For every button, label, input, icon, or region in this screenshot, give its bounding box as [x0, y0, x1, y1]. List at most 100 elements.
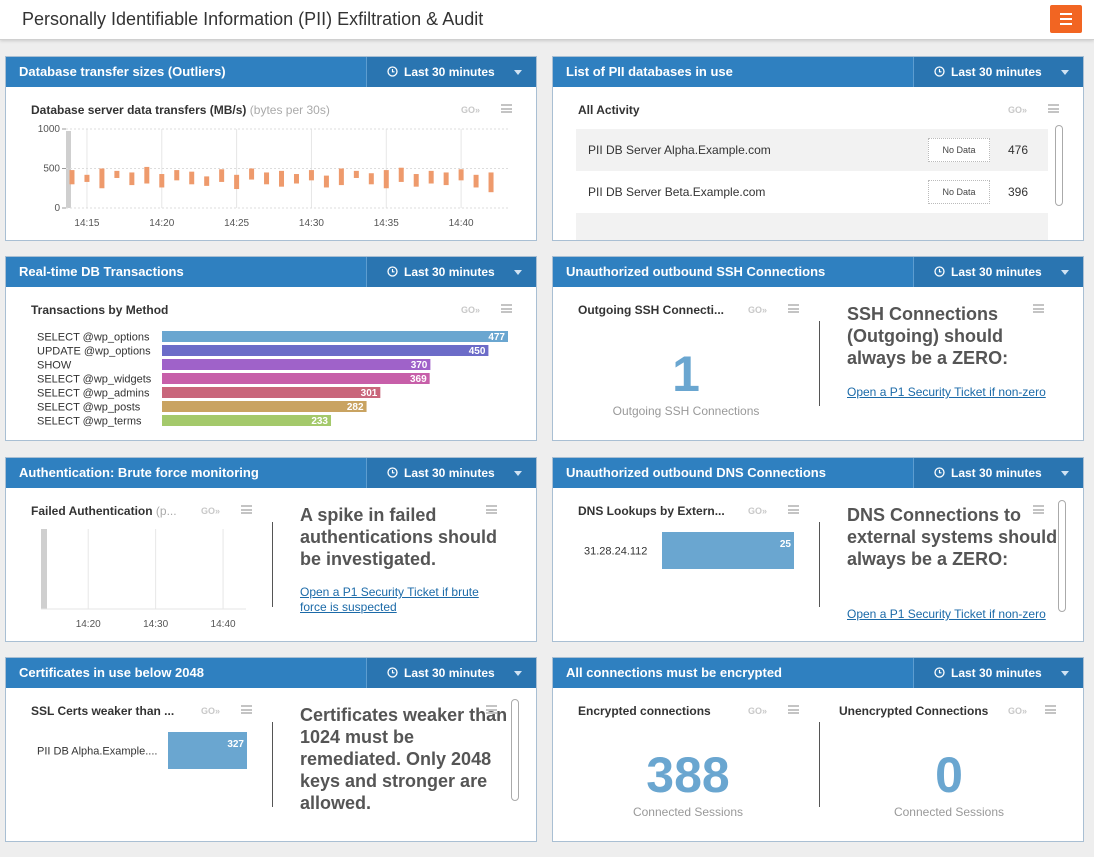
- time-picker[interactable]: Last 30 minutes: [366, 458, 536, 488]
- panel-header: Database transfer sizes (Outliers) Last …: [6, 57, 536, 87]
- list-row: [576, 213, 1048, 240]
- panel: Unauthorized outbound SSH Connections La…: [552, 256, 1084, 441]
- time-picker[interactable]: Last 30 minutes: [913, 658, 1083, 688]
- go-link[interactable]: GO»: [1008, 105, 1028, 115]
- bar: [168, 732, 247, 769]
- menu-icon[interactable]: [788, 505, 799, 514]
- x-tick-label: 14:15: [74, 218, 99, 229]
- note-text: A spike in failed authentications should…: [300, 505, 498, 569]
- panel-header: Unauthorized outbound SSH Connections La…: [553, 257, 1083, 287]
- value-label: 370: [411, 360, 428, 371]
- menu-button[interactable]: [1050, 5, 1082, 33]
- go-link[interactable]: GO»: [748, 305, 768, 315]
- bar: [162, 345, 489, 356]
- list-row[interactable]: PII DB Server Alpha.Example.com No Data …: [576, 129, 1048, 171]
- panel-header: List of PII databases in use Last 30 min…: [553, 57, 1083, 87]
- panel-title: Unauthorized outbound SSH Connections: [566, 264, 826, 279]
- menu-icon[interactable]: [241, 505, 252, 514]
- range-bar: [219, 169, 225, 182]
- menu-icon[interactable]: [1033, 304, 1044, 313]
- chart: 31.28.24.112 25: [584, 532, 794, 569]
- caret: [514, 70, 522, 75]
- menu-icon[interactable]: [486, 705, 497, 714]
- status-box: No Data: [928, 138, 990, 162]
- time-picker[interactable]: Last 30 minutes: [913, 458, 1083, 488]
- go-link[interactable]: GO»: [461, 305, 481, 315]
- menu-icon[interactable]: [501, 104, 512, 113]
- chart: 14:20 14:30 14:40: [41, 529, 246, 630]
- header: Personally Identifiable Information (PII…: [0, 0, 1094, 40]
- page-title: Personally Identifiable Information (PII…: [22, 9, 484, 29]
- time-picker[interactable]: Last 30 minutes: [366, 57, 536, 87]
- menu-icon[interactable]: [1045, 705, 1056, 714]
- range-bar: [308, 170, 314, 181]
- range-bar: [129, 172, 135, 186]
- list-row[interactable]: PII DB Server Beta.Example.com No Data 3…: [576, 171, 1048, 213]
- panel: List of PII databases in use Last 30 min…: [552, 56, 1084, 241]
- ticket-link[interactable]: Open a P1 Security Ticket if non-zero: [847, 607, 1046, 621]
- go-link[interactable]: GO»: [748, 706, 768, 716]
- ticket-link[interactable]: Open a P1 Security Ticket if non-zero: [847, 385, 1046, 399]
- note-text: SSH Connections (Outgoing) should always…: [847, 304, 1009, 368]
- range-bar: [204, 176, 210, 186]
- go-link[interactable]: GO»: [748, 506, 768, 516]
- clock-icon: [934, 66, 945, 77]
- stat-value: 1: [672, 346, 700, 402]
- x-tick-label: 14:40: [211, 619, 236, 630]
- caret: [514, 671, 522, 676]
- range-bar: [338, 168, 344, 186]
- range-bar: [488, 172, 494, 193]
- menu-icon[interactable]: [241, 705, 252, 714]
- go-link[interactable]: GO»: [1008, 706, 1028, 716]
- category-label: SELECT @wp_options: [37, 332, 150, 344]
- scrollbar[interactable]: [511, 699, 519, 801]
- range-bar: [368, 173, 374, 185]
- menu-icon[interactable]: [501, 304, 512, 313]
- go-link[interactable]: GO»: [461, 105, 481, 115]
- time-range: Last 30 minutes: [404, 265, 495, 279]
- chart: PII DB Alpha.Example.... 327: [37, 732, 247, 769]
- value-label: 327: [227, 739, 244, 750]
- time-picker[interactable]: Last 30 minutes: [366, 658, 536, 688]
- category-label: PII DB Alpha.Example....: [37, 746, 157, 758]
- range-bar: [323, 175, 329, 188]
- category-label: SELECT @wp_admins: [37, 388, 150, 400]
- time-range: Last 30 minutes: [951, 666, 1042, 680]
- go-link[interactable]: GO»: [201, 506, 221, 516]
- stat-title: Outgoing SSH Connecti...: [578, 303, 724, 317]
- range-bar: [383, 170, 389, 189]
- range-bar: [413, 174, 419, 187]
- range-bar: [99, 168, 105, 189]
- stat-value: 0: [935, 747, 963, 803]
- menu-icon[interactable]: [486, 505, 497, 514]
- panel: Unauthorized outbound DNS Connections La…: [552, 457, 1084, 642]
- range-bar: [114, 170, 120, 178]
- ticket-link[interactable]: Open a P1 Security Ticket if brute force…: [300, 585, 479, 614]
- scrollbar[interactable]: [1055, 125, 1063, 206]
- menu-icon[interactable]: [1048, 104, 1059, 113]
- time-picker[interactable]: Last 30 minutes: [913, 257, 1083, 287]
- x-tick-label: 14:30: [143, 619, 168, 630]
- time-picker[interactable]: Last 30 minutes: [913, 57, 1083, 87]
- menu-icon[interactable]: [788, 304, 799, 313]
- go-link[interactable]: GO»: [201, 706, 221, 716]
- panel-header: All connections must be encrypted Last 3…: [553, 658, 1083, 688]
- panel-title: Certificates in use below 2048: [19, 665, 204, 680]
- time-picker[interactable]: Last 30 minutes: [366, 257, 536, 287]
- panel-title: Real-time DB Transactions: [19, 264, 184, 279]
- panel: Database transfer sizes (Outliers) Last …: [5, 56, 537, 241]
- menu-icon[interactable]: [1033, 505, 1044, 514]
- range-bar: [264, 172, 270, 185]
- x-tick-label: 14:35: [374, 218, 399, 229]
- category-label: SELECT @wp_widgets: [37, 374, 152, 386]
- stat-caption: Outgoing SSH Connections: [612, 404, 760, 418]
- value-label: 282: [347, 402, 364, 413]
- scrollbar[interactable]: [1058, 500, 1066, 612]
- selection-handle: [66, 131, 71, 208]
- menu-icon[interactable]: [788, 705, 799, 714]
- caret: [1061, 70, 1069, 75]
- chart-title: DNS Lookups by Extern...: [578, 504, 725, 518]
- row-name: PII DB Server Beta.Example.com: [588, 185, 766, 199]
- range-bar: [293, 174, 299, 184]
